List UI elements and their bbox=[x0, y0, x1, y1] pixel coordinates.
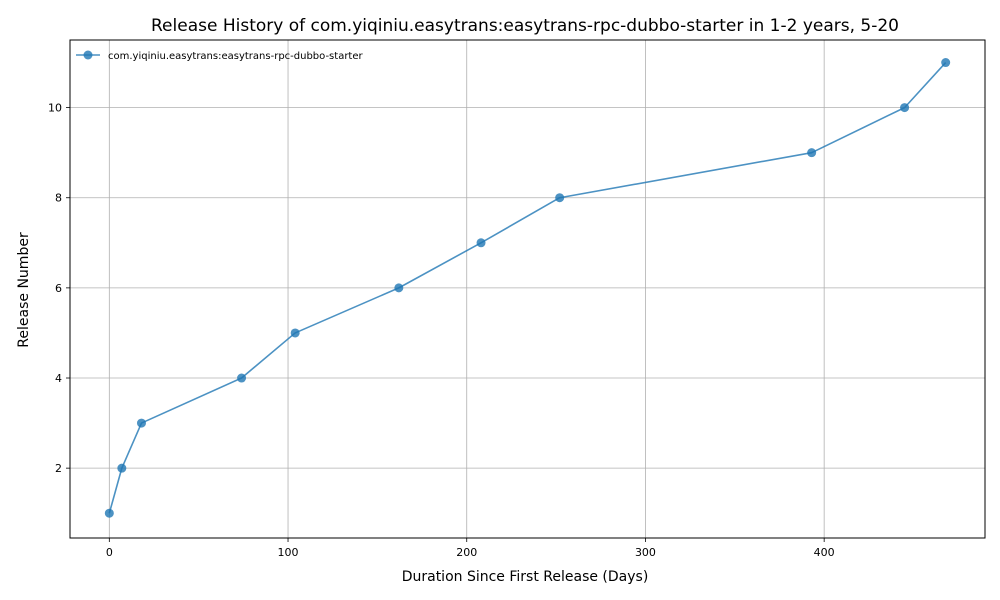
x-axis-title: Duration Since First Release (Days) bbox=[402, 569, 649, 585]
axis-ticks: 0 100 200 300 400 2 4 6 8 10 bbox=[48, 102, 835, 559]
data-point bbox=[136, 418, 146, 428]
y-tick-label: 8 bbox=[55, 192, 62, 205]
plot-frame bbox=[69, 39, 986, 539]
data-point bbox=[807, 148, 817, 158]
x-tick-label: 100 bbox=[278, 546, 299, 559]
data-point bbox=[476, 238, 486, 248]
y-tick-label: 4 bbox=[55, 372, 62, 385]
y-tick-label: 6 bbox=[55, 282, 62, 295]
data-point bbox=[900, 103, 910, 113]
y-tick-label: 10 bbox=[48, 102, 62, 115]
x-tick-label: 400 bbox=[814, 546, 835, 559]
y-axis-title: Release Number bbox=[16, 232, 32, 348]
data-point bbox=[941, 58, 951, 68]
data-point bbox=[290, 328, 300, 338]
data-point bbox=[104, 508, 114, 518]
y-tick-label: 2 bbox=[55, 462, 62, 475]
x-tick-label: 0 bbox=[106, 546, 113, 559]
legend-label: com.yiqiniu.easytrans:easytrans-rpc-dubb… bbox=[108, 51, 364, 62]
legend-marker-swatch bbox=[83, 50, 93, 60]
data-point bbox=[555, 193, 565, 203]
x-tick-label: 300 bbox=[635, 546, 656, 559]
grid-lines bbox=[70, 40, 985, 538]
x-tick-label: 200 bbox=[456, 546, 477, 559]
chart-title: Release History of com.yiqiniu.easytrans… bbox=[151, 16, 899, 36]
data-series bbox=[104, 58, 951, 518]
data-point bbox=[117, 463, 127, 473]
legend: com.yiqiniu.easytrans:easytrans-rpc-dubb… bbox=[76, 50, 364, 62]
data-point bbox=[394, 283, 404, 293]
data-point bbox=[237, 373, 247, 383]
